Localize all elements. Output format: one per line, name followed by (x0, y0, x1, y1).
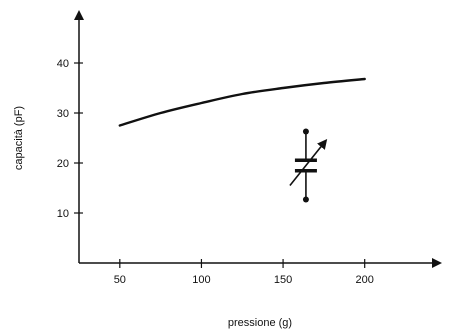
x-tick-label: 100 (192, 274, 210, 286)
variable-arrow (289, 138, 328, 186)
y-axis-ticks: 10 20 30 40 (57, 58, 83, 220)
series-line-0 (118, 77, 366, 127)
x-tick-label: 200 (356, 274, 374, 286)
y-axis-label: capacità (pF) (13, 106, 25, 170)
y-tick-label: 40 (57, 58, 69, 70)
y-tick-label: 10 (57, 208, 69, 220)
x-tick-label: 50 (114, 274, 126, 286)
axes (74, 10, 442, 268)
capacitor-plate-bottom (294, 169, 317, 173)
capacitor-terminal-bottom (302, 196, 309, 203)
variable-capacitor-icon (289, 128, 328, 203)
series-layer (118, 77, 366, 127)
x-axis-label: pressione (g) (228, 317, 292, 329)
y-tick-label: 20 (57, 158, 69, 170)
x-axis-ticks: 50 100 150 200 (114, 259, 374, 286)
y-tick-label: 30 (57, 108, 69, 120)
x-tick-label: 150 (274, 274, 292, 286)
capacitor-plate-top (294, 158, 317, 162)
capacitor-terminal-top (302, 128, 309, 135)
